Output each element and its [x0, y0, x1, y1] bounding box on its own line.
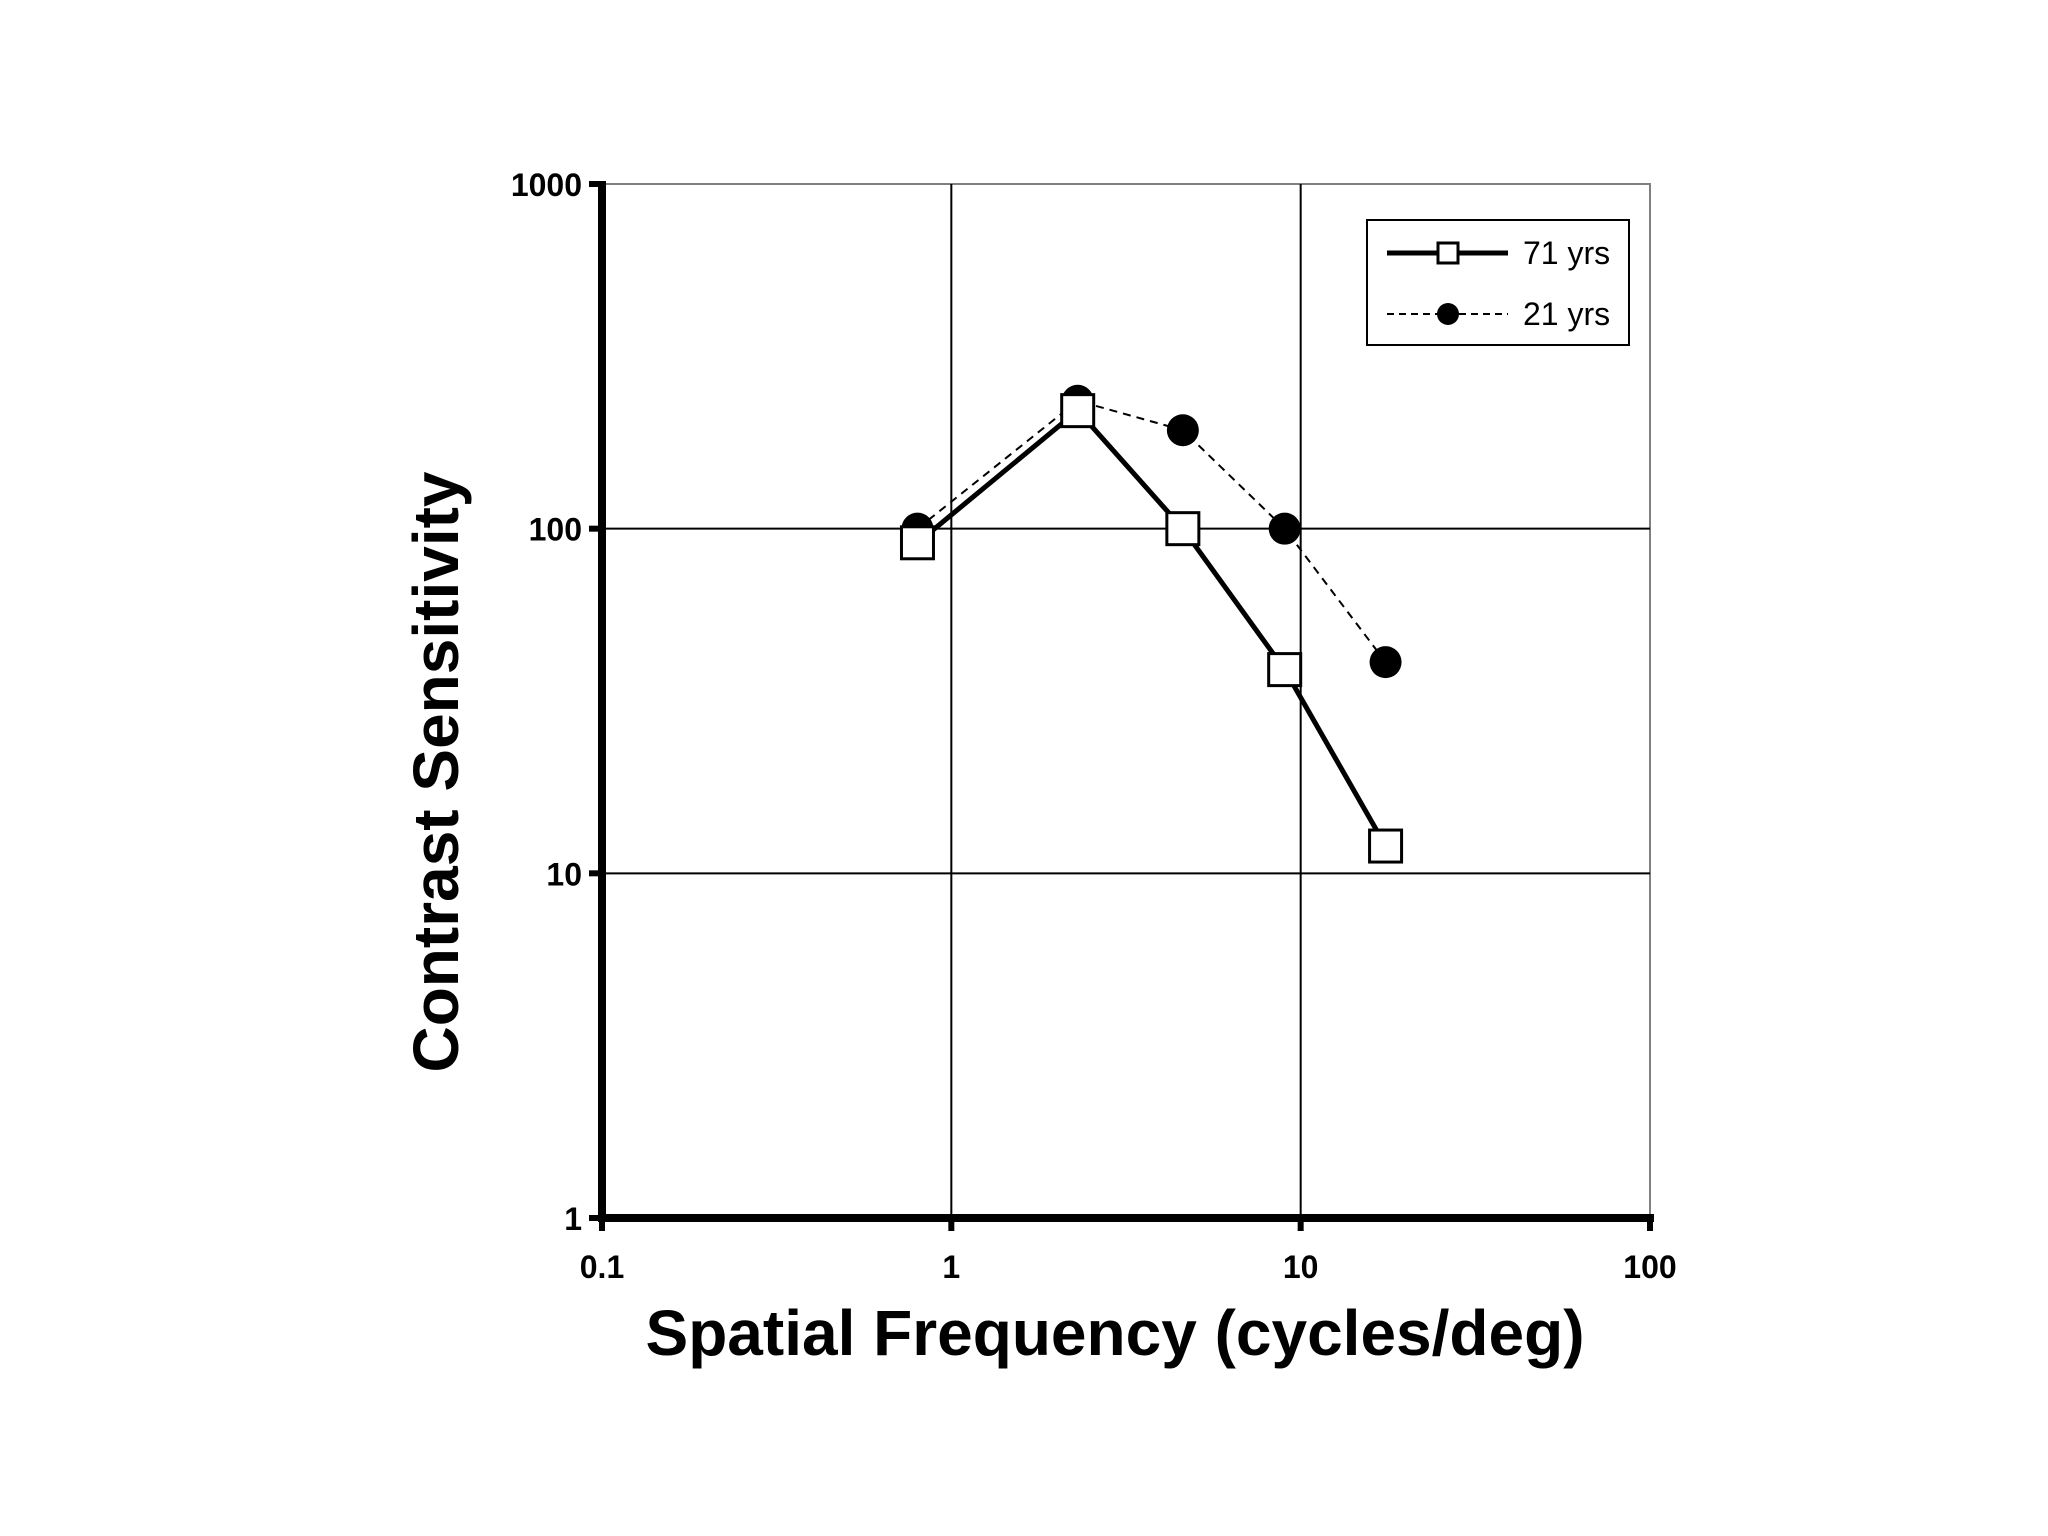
series-71-yrs: [899, 393, 1404, 864]
y-tick-label: 1000: [511, 167, 582, 203]
x-axis-title: Spatial Frequency (cycles/deg): [646, 1297, 1585, 1369]
data-point-open-square: [899, 525, 935, 561]
y-tick-label: 1: [564, 1201, 582, 1237]
y-tick-label: 10: [546, 856, 582, 892]
legend-box: [1366, 219, 1630, 346]
y-axis-title: Contrast Sensitivity: [400, 471, 472, 1072]
data-point-open-square: [1368, 828, 1404, 864]
data-series: [899, 384, 1404, 864]
series-21-yrs: [901, 384, 1402, 679]
legend-marker-open-square: [1436, 241, 1460, 265]
x-tick-label: 10: [1283, 1249, 1319, 1285]
data-point-open-square: [1267, 652, 1303, 688]
data-point-filled-circle: [1369, 646, 1402, 679]
x-tick-label: 100: [1623, 1249, 1676, 1285]
axes: [589, 181, 1654, 1231]
legend-label-71-yrs: 71 yrs: [1523, 235, 1610, 271]
legend-marker-filled-circle: [1437, 303, 1459, 325]
data-point-open-square: [1060, 393, 1096, 429]
data-point-open-square: [1165, 511, 1201, 547]
y-tick-label: 100: [529, 512, 582, 548]
tick-labels: 0.1 1 10 100 1 10 100 1000: [511, 167, 1677, 1285]
legend: 71 yrs 21 yrs: [1366, 219, 1630, 346]
legend-label-21-yrs: 21 yrs: [1523, 296, 1610, 332]
x-tick-label: 0.1: [580, 1249, 624, 1285]
data-point-filled-circle: [1268, 512, 1301, 545]
data-point-filled-circle: [1166, 414, 1199, 447]
x-tick-label: 1: [942, 1249, 960, 1285]
